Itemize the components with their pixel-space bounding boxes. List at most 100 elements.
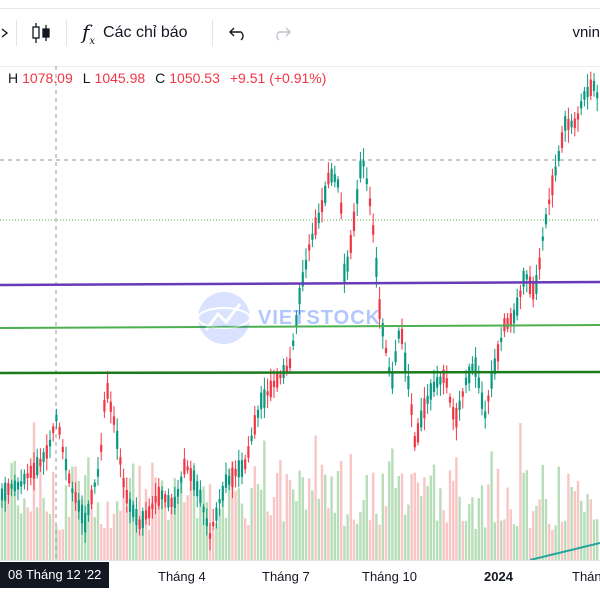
candle-body bbox=[26, 473, 29, 479]
volume-bar bbox=[170, 508, 173, 560]
candle-body bbox=[45, 445, 48, 459]
candle-body bbox=[173, 496, 176, 508]
volume-bar bbox=[480, 485, 484, 560]
candle-body bbox=[224, 474, 228, 488]
candle-body bbox=[141, 511, 144, 529]
volume-bar bbox=[567, 473, 570, 560]
candle-body bbox=[496, 344, 500, 362]
volume-bar bbox=[173, 478, 176, 560]
candle-body bbox=[384, 347, 388, 353]
volume-bar bbox=[484, 527, 487, 560]
candle-body bbox=[13, 480, 16, 492]
candle-body bbox=[212, 522, 215, 527]
volume-bar bbox=[192, 462, 196, 560]
candle-body bbox=[432, 381, 436, 392]
volume-bar bbox=[445, 522, 448, 560]
volume-bar bbox=[157, 485, 160, 560]
teal-trend-line[interactable] bbox=[529, 542, 600, 560]
candle-body bbox=[397, 330, 400, 339]
candle-body bbox=[125, 490, 128, 504]
candle-body bbox=[324, 185, 327, 204]
volume-bar bbox=[260, 489, 263, 560]
candle-body bbox=[58, 426, 61, 435]
redo-icon[interactable] bbox=[272, 18, 292, 48]
volume-bar bbox=[416, 482, 420, 560]
volume-bar bbox=[346, 514, 349, 560]
candle-body bbox=[160, 490, 164, 500]
candle-body bbox=[112, 416, 116, 425]
candle-body bbox=[80, 504, 84, 524]
candle-body bbox=[477, 377, 480, 389]
volume-bar bbox=[522, 472, 525, 560]
volume-bar bbox=[458, 496, 461, 560]
candle-body bbox=[464, 377, 468, 385]
candle-body bbox=[592, 80, 596, 91]
candle-body bbox=[532, 280, 535, 300]
collapse-arrow-icon[interactable] bbox=[0, 18, 10, 48]
candle-body bbox=[416, 423, 420, 443]
volume-bar bbox=[448, 470, 452, 560]
candle-body bbox=[231, 467, 234, 487]
candle-body bbox=[253, 415, 256, 435]
undo-icon[interactable] bbox=[228, 18, 248, 48]
volume-bar bbox=[512, 524, 516, 560]
price-chart[interactable] bbox=[0, 66, 600, 560]
symbol-label[interactable]: vnin bbox=[572, 24, 600, 41]
candle-body bbox=[548, 199, 551, 205]
volume-bar bbox=[148, 529, 151, 560]
candle-body bbox=[164, 494, 167, 503]
candle-body bbox=[400, 328, 404, 345]
purple-trend-line[interactable] bbox=[0, 280, 600, 287]
volume-bar bbox=[506, 487, 509, 560]
candle-body bbox=[122, 477, 125, 488]
candle-body bbox=[525, 274, 528, 280]
green-trend-line[interactable] bbox=[0, 324, 600, 329]
indicators-button[interactable]: fx Các chỉ báo bbox=[82, 18, 188, 48]
candle-body bbox=[61, 446, 64, 453]
toolbar-top-border bbox=[0, 8, 600, 9]
candle-body bbox=[352, 211, 356, 232]
candle-body bbox=[135, 508, 138, 526]
volume-bar bbox=[189, 476, 192, 560]
candle-body bbox=[205, 518, 208, 527]
volume-bar bbox=[103, 528, 106, 560]
volume-bar bbox=[186, 495, 189, 560]
volume-bar bbox=[167, 519, 170, 560]
candle-body bbox=[567, 118, 570, 130]
candle-body bbox=[493, 358, 496, 375]
candle-body bbox=[314, 217, 317, 236]
volume-bar bbox=[68, 516, 71, 560]
volume-bar bbox=[90, 493, 93, 560]
volume-bar bbox=[20, 513, 23, 560]
candle-body bbox=[554, 166, 557, 176]
volume-bar bbox=[365, 474, 368, 560]
candle-body bbox=[596, 92, 599, 99]
candlestick-icon[interactable] bbox=[30, 18, 52, 48]
candle-body bbox=[189, 468, 192, 481]
candle-body bbox=[388, 367, 391, 372]
dark-green-trend-line[interactable] bbox=[0, 370, 600, 375]
volume-bar bbox=[535, 505, 538, 560]
candle-body bbox=[144, 510, 148, 520]
candle-body bbox=[55, 414, 58, 421]
candle-body bbox=[170, 497, 173, 508]
candle-body bbox=[167, 495, 170, 508]
volume-bar bbox=[61, 529, 64, 560]
volume-bar bbox=[308, 478, 311, 560]
volume-bar bbox=[237, 488, 240, 560]
time-tick-label: Tháng 4 bbox=[158, 569, 206, 584]
volume-bar bbox=[528, 527, 532, 560]
volume-bar bbox=[455, 457, 458, 560]
volume-bar bbox=[183, 502, 186, 560]
candle-body bbox=[202, 506, 205, 513]
candle-body bbox=[71, 488, 74, 493]
volume-bar bbox=[525, 470, 528, 560]
candle-body bbox=[292, 340, 295, 346]
candle-body bbox=[256, 409, 260, 418]
candle-body bbox=[573, 118, 576, 129]
volume-bar bbox=[352, 519, 356, 560]
volume-bar bbox=[336, 470, 340, 560]
volume-bar bbox=[23, 498, 26, 560]
volume-bar bbox=[0, 494, 4, 560]
candle-body bbox=[378, 299, 381, 320]
